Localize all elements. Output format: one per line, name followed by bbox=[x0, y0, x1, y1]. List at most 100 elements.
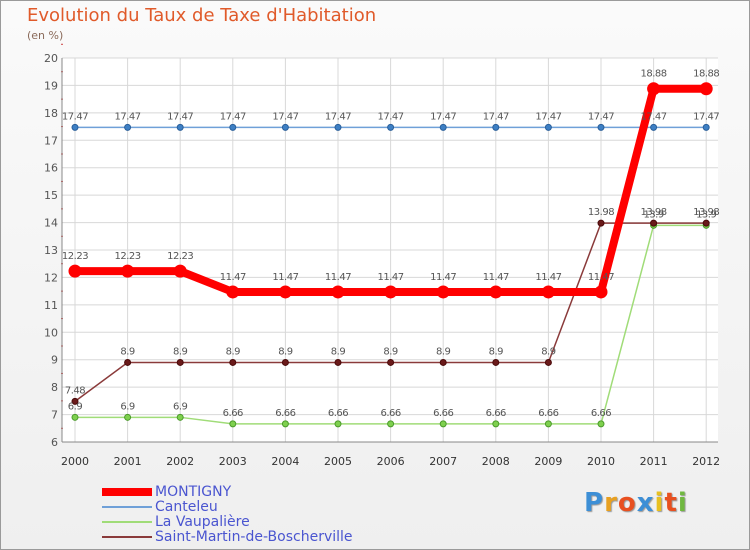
data-label-canteleu: 17.47 bbox=[693, 111, 719, 122]
data-point-montigny bbox=[436, 285, 450, 299]
data-point-la-vaupaliere bbox=[544, 420, 552, 428]
data-label-saint-martin: 8.9 bbox=[120, 346, 135, 357]
data-label-saint-martin: 7.48 bbox=[65, 385, 85, 396]
data-label-montigny: 11.47 bbox=[325, 272, 351, 283]
logo-letter: P bbox=[584, 488, 605, 518]
data-point-montigny bbox=[121, 264, 135, 278]
data-point-saint-martin bbox=[176, 358, 184, 366]
data-point-saint-martin bbox=[334, 358, 342, 366]
legend-item-canteleu: Canteleu bbox=[102, 499, 402, 515]
data-label-montigny: 11.47 bbox=[272, 272, 298, 283]
data-label-la-vaupaliere: 6.9 bbox=[120, 401, 135, 412]
data-point-montigny bbox=[594, 285, 608, 299]
legend-swatch-canteleu bbox=[102, 506, 152, 508]
data-label-saint-martin: 13.98 bbox=[641, 207, 667, 218]
x-tick-label: 2006 bbox=[377, 455, 405, 468]
y-tick-label: 13 bbox=[44, 244, 58, 257]
data-point-montigny bbox=[226, 285, 240, 299]
data-point-la-vaupaliere bbox=[176, 413, 184, 421]
data-label-saint-martin: 8.9 bbox=[331, 346, 346, 357]
data-label-montigny: 11.47 bbox=[220, 272, 246, 283]
y-tick-label: 10 bbox=[44, 326, 58, 339]
x-tick-label: 2003 bbox=[219, 455, 247, 468]
data-label-montigny: 12.23 bbox=[62, 251, 88, 262]
data-label-montigny: 11.47 bbox=[483, 272, 509, 283]
data-label-saint-martin: 8.9 bbox=[541, 346, 556, 357]
data-point-canteleu bbox=[229, 123, 237, 131]
data-point-saint-martin bbox=[124, 358, 132, 366]
data-label-canteleu: 17.47 bbox=[378, 111, 404, 122]
y-tick-label: 9 bbox=[51, 354, 58, 367]
y-tick-label: 11 bbox=[44, 299, 58, 312]
data-label-canteleu: 17.47 bbox=[483, 111, 509, 122]
legend-swatch-saint-martin bbox=[102, 536, 152, 538]
data-label-la-vaupaliere: 6.66 bbox=[275, 408, 295, 419]
data-point-montigny bbox=[331, 285, 345, 299]
data-point-saint-martin bbox=[229, 358, 237, 366]
x-tick-label: 2007 bbox=[429, 455, 457, 468]
legend-label-canteleu: Canteleu bbox=[155, 499, 218, 515]
data-label-montigny: 11.47 bbox=[588, 272, 614, 283]
data-point-canteleu bbox=[176, 123, 184, 131]
x-tick-label: 2005 bbox=[324, 455, 352, 468]
chart-subtitle: (en %) bbox=[27, 29, 64, 42]
data-label-la-vaupaliere: 6.66 bbox=[486, 408, 506, 419]
data-label-montigny: 11.47 bbox=[535, 272, 561, 283]
data-label-la-vaupaliere: 6.66 bbox=[223, 408, 243, 419]
data-label-la-vaupaliere: 6.9 bbox=[173, 401, 188, 412]
data-label-la-vaupaliere: 6.66 bbox=[591, 408, 611, 419]
data-label-canteleu: 17.47 bbox=[588, 111, 614, 122]
data-point-canteleu bbox=[597, 123, 605, 131]
y-tick-label: 12 bbox=[44, 271, 58, 284]
x-tick-label: 2012 bbox=[692, 455, 720, 468]
data-label-montigny: 12.23 bbox=[167, 251, 193, 262]
data-label-montigny: 18.88 bbox=[693, 69, 719, 80]
data-label-montigny: 12.23 bbox=[115, 251, 141, 262]
y-tick-label: 7 bbox=[51, 409, 58, 422]
data-label-montigny: 11.47 bbox=[378, 272, 404, 283]
data-label-la-vaupaliere: 13.9 bbox=[643, 209, 663, 220]
legend-swatch-la-vaupaliere bbox=[102, 521, 152, 523]
data-point-montigny bbox=[278, 285, 292, 299]
data-point-saint-martin bbox=[597, 219, 605, 227]
data-point-saint-martin bbox=[281, 358, 289, 366]
data-point-saint-martin bbox=[702, 219, 710, 227]
x-tick-label: 2010 bbox=[587, 455, 615, 468]
data-label-canteleu: 17.47 bbox=[272, 111, 298, 122]
data-label-canteleu: 17.47 bbox=[325, 111, 351, 122]
legend-label-montigny: MONTIGNY bbox=[155, 484, 232, 500]
legend-label-saint-martin: Saint-Martin-de-Boscherville bbox=[155, 529, 353, 545]
data-point-saint-martin bbox=[439, 358, 447, 366]
y-tick-label: 6 bbox=[51, 436, 58, 449]
data-point-la-vaupaliere bbox=[492, 420, 500, 428]
legend-item-saint-martin: Saint-Martin-de-Boscherville bbox=[102, 529, 402, 545]
x-tick-label: 2001 bbox=[114, 455, 142, 468]
data-point-canteleu bbox=[334, 123, 342, 131]
data-point-la-vaupaliere bbox=[229, 420, 237, 428]
data-label-montigny: 11.47 bbox=[430, 272, 456, 283]
logo-letter: o bbox=[617, 488, 637, 518]
data-point-canteleu bbox=[439, 123, 447, 131]
data-label-la-vaupaliere: 6.66 bbox=[328, 408, 348, 419]
data-point-canteleu bbox=[492, 123, 500, 131]
y-tick-label: 20 bbox=[44, 52, 58, 65]
x-tick-label: 2008 bbox=[482, 455, 510, 468]
data-label-la-vaupaliere: 6.9 bbox=[68, 401, 83, 412]
y-tick-label: 8 bbox=[51, 381, 58, 394]
data-point-la-vaupaliere bbox=[387, 420, 395, 428]
data-point-la-vaupaliere bbox=[71, 413, 79, 421]
legend-swatch-montigny bbox=[102, 488, 152, 496]
data-label-montigny: 18.88 bbox=[641, 69, 667, 80]
data-point-montigny bbox=[384, 285, 398, 299]
data-point-montigny bbox=[173, 264, 187, 278]
data-point-montigny bbox=[489, 285, 503, 299]
y-tick-label: 18 bbox=[44, 107, 58, 120]
legend-item-la-vaupaliere: La Vaupalière bbox=[102, 514, 402, 530]
data-point-canteleu bbox=[124, 123, 132, 131]
data-label-la-vaupaliere: 6.66 bbox=[380, 408, 400, 419]
x-tick-label: 2011 bbox=[640, 455, 668, 468]
data-point-la-vaupaliere bbox=[281, 420, 289, 428]
data-point-la-vaupaliere bbox=[124, 413, 132, 421]
data-point-canteleu bbox=[544, 123, 552, 131]
data-point-montigny bbox=[699, 82, 713, 96]
